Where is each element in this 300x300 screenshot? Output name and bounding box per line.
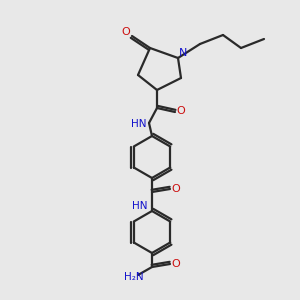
Text: O: O (172, 184, 180, 194)
Text: O: O (122, 27, 130, 37)
Text: N: N (179, 48, 187, 58)
Text: O: O (172, 259, 180, 269)
Text: H₂N: H₂N (124, 272, 144, 282)
Text: HN: HN (132, 201, 148, 211)
Text: HN: HN (131, 119, 147, 129)
Text: O: O (177, 106, 185, 116)
